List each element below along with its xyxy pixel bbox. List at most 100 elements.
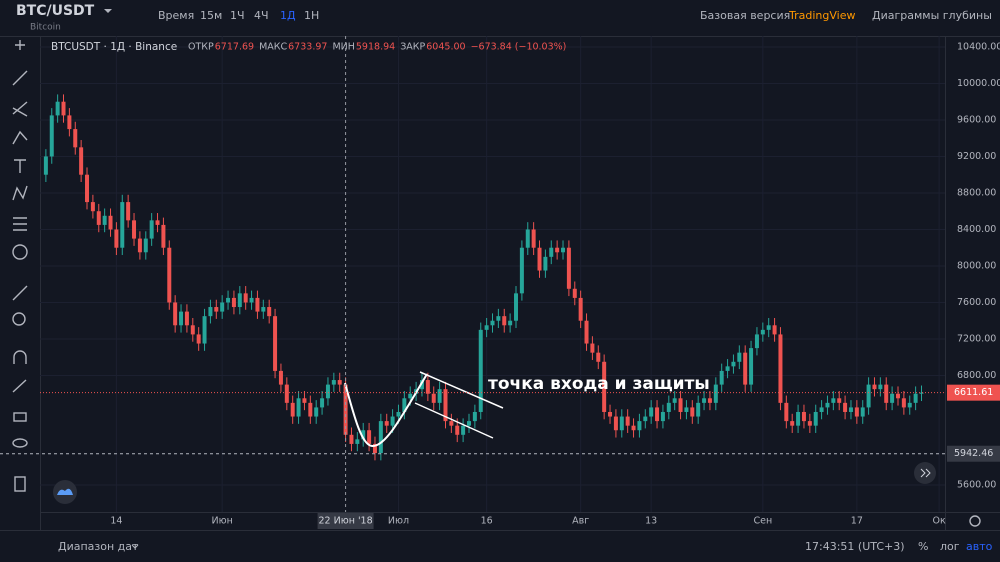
- candle-body: [625, 416, 630, 426]
- scale-button[interactable]: %: [918, 540, 928, 553]
- header-link[interactable]: TradingView: [788, 9, 855, 22]
- timeframe[interactable]: Время: [158, 9, 194, 22]
- timeframe[interactable]: 4Ч: [254, 9, 269, 22]
- candle-body: [367, 430, 372, 444]
- tool-pattern[interactable]: [12, 185, 28, 201]
- candle-body: [196, 334, 201, 344]
- tool-icons[interactable]: [12, 244, 28, 260]
- x-tick-label: 17: [851, 516, 863, 527]
- left-toolbar: [12, 40, 28, 492]
- candle-body: [43, 156, 48, 175]
- candle-body: [860, 407, 865, 417]
- candle-body: [384, 421, 389, 426]
- candle-body: [102, 215, 107, 225]
- y-tick-label: 8400.00: [957, 224, 996, 235]
- candle-body: [519, 247, 524, 294]
- candle-body: [531, 229, 536, 248]
- candle-body: [584, 320, 589, 344]
- candle-body: [561, 247, 566, 253]
- candle-body: [619, 416, 624, 431]
- candle-body: [514, 293, 519, 321]
- candle-body: [649, 407, 654, 417]
- candle-body: [895, 393, 900, 399]
- settings[interactable]: [969, 515, 981, 527]
- candle-body: [267, 307, 272, 317]
- date-range[interactable]: Диапазон дат: [58, 540, 139, 553]
- candle-body: [848, 407, 853, 412]
- last-price-label: 6611.61: [954, 387, 993, 398]
- tool-lock[interactable]: [13, 412, 27, 422]
- candle-body: [231, 297, 236, 308]
- tool-zoom[interactable]: [12, 312, 26, 326]
- candle-body: [913, 393, 918, 403]
- candle-body: [778, 334, 783, 403]
- header-link[interactable]: Диаграммы глубины: [872, 9, 992, 22]
- candle-body: [837, 398, 842, 403]
- scale-button[interactable]: лог: [940, 540, 960, 553]
- tool-draw-mode[interactable]: [12, 379, 27, 393]
- tool-ruler[interactable]: [12, 285, 28, 301]
- candle-body: [690, 407, 695, 417]
- crosshair-label-box: [317, 513, 374, 529]
- candle-body: [490, 320, 495, 326]
- candle-body: [801, 411, 806, 422]
- candle-body: [290, 402, 295, 417]
- timeframe[interactable]: 1Д: [280, 9, 296, 22]
- candle-body: [813, 411, 818, 426]
- x-tick-label: Авг: [572, 516, 589, 527]
- candle-body: [261, 307, 266, 312]
- legend-value: 6045.00: [426, 42, 465, 53]
- symbol[interactable]: BTC/USDT: [16, 3, 95, 19]
- candle-body: [337, 380, 342, 385]
- candle-body: [907, 402, 912, 408]
- candle-body: [378, 421, 383, 454]
- tool-visibility[interactable]: [12, 438, 28, 448]
- timeframe[interactable]: 1Ч: [230, 9, 245, 22]
- candle-body: [73, 129, 78, 148]
- symbol-dropdown[interactable]: [104, 9, 112, 13]
- y-tick-label: 10400.00: [957, 41, 1000, 52]
- candle-body: [466, 421, 471, 426]
- candle-body: [179, 311, 184, 326]
- tool-text[interactable]: [14, 159, 26, 173]
- candle-body: [408, 393, 413, 399]
- scroll-arrow: [920, 468, 931, 478]
- candle-body: [226, 297, 231, 303]
- candle-body: [372, 443, 377, 454]
- tool-line[interactable]: [12, 70, 28, 86]
- candle-body: [167, 247, 172, 303]
- tool-crosshair[interactable]: [15, 40, 25, 50]
- crosshair-label: 22 Июн '18: [319, 516, 373, 527]
- candle-body: [472, 411, 477, 422]
- timeframe[interactable]: 15м: [200, 9, 222, 22]
- candle-body: [79, 147, 84, 175]
- legend-value: 5918.94: [356, 42, 395, 53]
- candle-body: [302, 398, 307, 403]
- y-tick-label: 7200.00: [957, 333, 996, 344]
- candle-body: [784, 402, 789, 422]
- candle-body: [602, 361, 607, 412]
- candle-body: [884, 384, 889, 403]
- candle-body: [361, 430, 366, 440]
- tool-brush[interactable]: [12, 130, 28, 145]
- tool-fib[interactable]: [12, 101, 28, 117]
- candle-body: [749, 348, 754, 385]
- candle-body: [284, 384, 289, 403]
- candle-body: [214, 307, 219, 312]
- candle-body: [449, 421, 454, 426]
- y-tick-label: 9600.00: [957, 114, 996, 125]
- scale-button[interactable]: авто: [966, 540, 993, 553]
- header-link[interactable]: Базовая версия: [700, 9, 790, 22]
- candle-body: [108, 215, 113, 230]
- candle-body: [678, 398, 683, 412]
- tool-delete[interactable]: [14, 476, 26, 492]
- timeframe[interactable]: 1Н: [304, 9, 319, 22]
- x-tick-label: Июн: [212, 516, 233, 527]
- candle-body: [901, 398, 906, 408]
- candle-body: [90, 202, 95, 212]
- tool-magnet[interactable]: [13, 350, 27, 364]
- candle-body: [702, 398, 707, 403]
- tool-forecast[interactable]: [13, 217, 27, 231]
- symbol-subtitle: Bitcoin: [30, 23, 61, 33]
- candle-body: [508, 320, 513, 326]
